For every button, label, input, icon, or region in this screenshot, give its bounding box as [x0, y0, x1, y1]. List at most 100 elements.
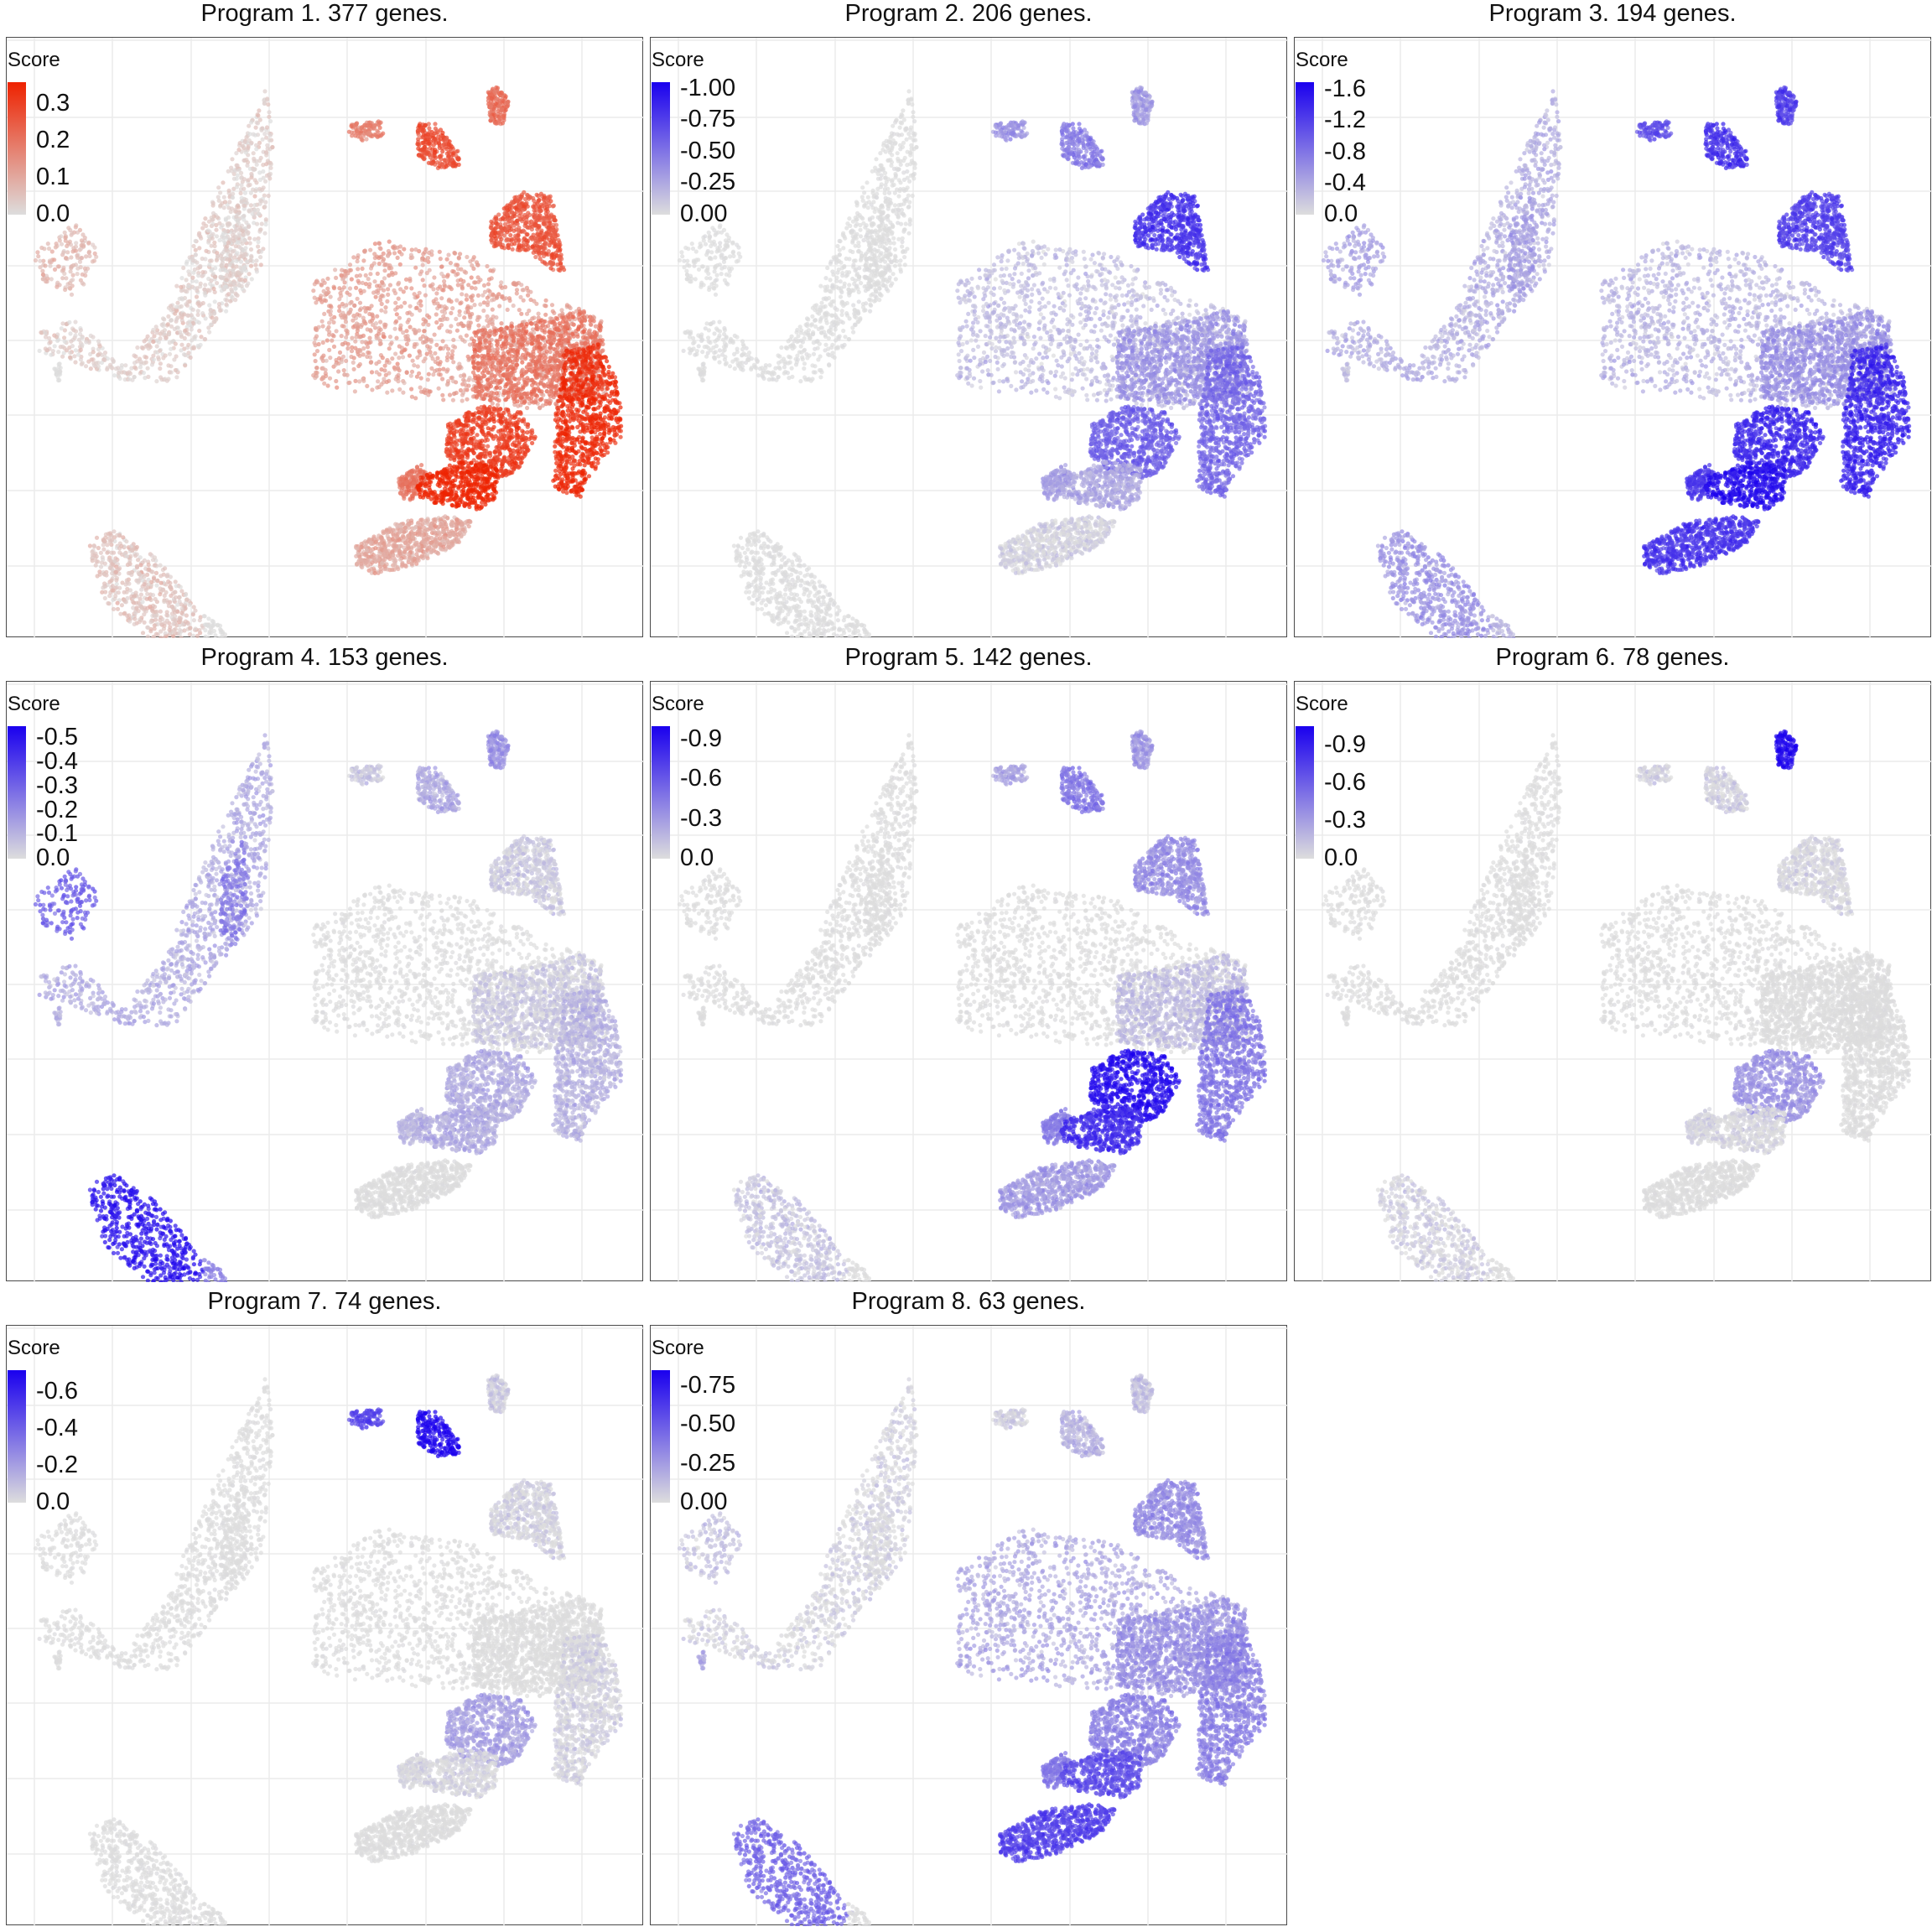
- scatter-point: [153, 564, 157, 568]
- scatter-point: [387, 240, 392, 244]
- scatter-point: [538, 361, 542, 365]
- scatter-point: [139, 588, 143, 592]
- scatter-point: [582, 309, 586, 314]
- scatter-point: [593, 330, 597, 335]
- scatter-point: [548, 378, 552, 382]
- scatter-point: [49, 340, 53, 344]
- scatter-point: [441, 397, 445, 402]
- scatter-point: [537, 312, 541, 316]
- scatter-point: [120, 580, 124, 584]
- scatter-point: [94, 564, 98, 568]
- scatter-point: [259, 156, 263, 160]
- scatter-point: [455, 329, 460, 333]
- scatter-point: [249, 191, 253, 195]
- scatter-point: [117, 371, 121, 375]
- scatter-point: [397, 316, 402, 320]
- scatter-point: [418, 353, 422, 357]
- scatter-point: [221, 180, 225, 184]
- scatter-point: [65, 244, 69, 248]
- scatter-point: [215, 234, 219, 238]
- scatter-point: [535, 371, 539, 376]
- scatter-point: [553, 323, 557, 327]
- scatter-point: [58, 370, 62, 374]
- scatter-point: [128, 554, 132, 558]
- scatter-point: [168, 585, 172, 589]
- scatter-point: [433, 333, 437, 337]
- scatter-point: [509, 364, 513, 368]
- scatter-point: [362, 289, 366, 293]
- scatter-point: [366, 345, 370, 349]
- scatter-point: [564, 325, 568, 329]
- scatter-point: [393, 351, 397, 356]
- scatter-point: [101, 585, 105, 589]
- scatter-point: [380, 293, 384, 298]
- scatter-point: [147, 568, 151, 572]
- scatter-point: [530, 335, 534, 339]
- scatter-point: [132, 622, 137, 626]
- scatter-point: [543, 399, 548, 403]
- scatter-point: [265, 125, 269, 129]
- scatter-point: [369, 361, 373, 365]
- scatter-point: [408, 278, 412, 283]
- scatter-point: [554, 457, 558, 461]
- scatter-point: [490, 373, 494, 377]
- scatter-point: [74, 241, 78, 245]
- scatter-point: [237, 168, 242, 172]
- scatter-point: [221, 631, 225, 636]
- scatter-point: [173, 327, 177, 331]
- scatter-point: [393, 327, 397, 331]
- scatter-point: [519, 312, 523, 316]
- scatter-point: [203, 283, 207, 287]
- scatter-point: [434, 312, 439, 316]
- scatter-point: [112, 373, 117, 377]
- scatter-point: [413, 342, 417, 346]
- scatter-point: [472, 339, 476, 343]
- scatter-point: [200, 257, 205, 261]
- scatter-point: [534, 338, 538, 342]
- scatter-point: [499, 284, 503, 288]
- scatter-point: [377, 262, 382, 266]
- scatter-point: [146, 366, 150, 371]
- scatter-point: [404, 278, 408, 282]
- scatter-point: [317, 342, 321, 346]
- scatter-point: [382, 268, 387, 273]
- scatter-point: [73, 334, 77, 338]
- scatter-point: [428, 389, 432, 393]
- scatter-point: [136, 558, 140, 562]
- scatter-point: [397, 387, 402, 392]
- scatter-point: [534, 397, 538, 402]
- scatter-point: [423, 340, 427, 344]
- scatter-point: [242, 267, 246, 272]
- scatter-point: [479, 391, 483, 395]
- scatter-point: [191, 271, 195, 275]
- scatter-point: [264, 153, 268, 157]
- scatter-point: [513, 331, 517, 335]
- scatter-point: [548, 401, 552, 405]
- scatter-point: [56, 264, 60, 268]
- scatter-point: [260, 188, 264, 192]
- scatter-point: [322, 298, 326, 302]
- scatter-point: [186, 351, 190, 355]
- scatter-point: [236, 218, 240, 222]
- scatter-point: [423, 258, 427, 262]
- scatter-point: [328, 377, 332, 381]
- scatter-point: [457, 256, 461, 260]
- scatter-point: [517, 329, 521, 333]
- scatter-point: [264, 162, 268, 166]
- scatter-point: [451, 360, 455, 364]
- scatter-point: [270, 145, 274, 149]
- scatter-point: [249, 172, 253, 176]
- scatter-point: [501, 357, 505, 361]
- scatter-point: [559, 349, 564, 353]
- scatter-point: [188, 323, 192, 327]
- scatter-point: [191, 612, 195, 616]
- scatter-point: [578, 318, 582, 322]
- scatter-point: [437, 304, 441, 309]
- scatter-point: [496, 371, 500, 376]
- scatter-point: [241, 248, 245, 252]
- scatter-point: [515, 282, 519, 286]
- scatter-point: [77, 338, 81, 342]
- scatter-point: [114, 570, 118, 574]
- scatter-point: [583, 318, 587, 322]
- scatter-point: [69, 269, 73, 273]
